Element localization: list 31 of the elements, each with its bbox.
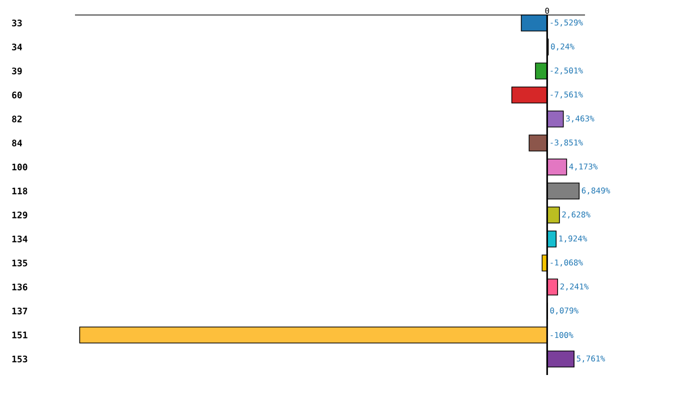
data-label: 5,761%	[576, 355, 606, 363]
data-label: 1,924%	[559, 235, 588, 243]
data-label: 0,079%	[550, 307, 578, 315]
y-tick-label: 34	[12, 44, 22, 50]
y-tick-label: 118	[12, 188, 28, 194]
y-tick-label: 33	[12, 20, 22, 26]
data-label: 0,24%	[550, 43, 574, 51]
y-tick-label: 135	[12, 260, 28, 266]
y-tick-label: 60	[12, 92, 22, 98]
data-label: -7,561%	[550, 91, 583, 99]
data-label: 4,173%	[569, 163, 598, 171]
data-label: -100%	[550, 332, 574, 338]
y-tick-label: 100	[12, 164, 28, 170]
y-tick-label: 137	[12, 308, 28, 314]
y-tick-label: 153	[12, 356, 28, 362]
data-label: 2,628%	[562, 211, 590, 219]
data-label: 2,241%	[560, 283, 589, 291]
data-label: -1,068%	[550, 259, 583, 267]
y-tick-label: 82	[12, 116, 22, 122]
y-tick-label: 151	[12, 332, 28, 338]
y-tick-label: 84	[12, 140, 22, 146]
y-tick-label: 134	[12, 236, 28, 242]
annotation: 0	[545, 8, 550, 14]
data-label: 3,463%	[566, 115, 594, 123]
y-tick-label: 136	[12, 284, 28, 290]
data-label: -3,851%	[550, 139, 583, 147]
data-label: 6,849%	[582, 187, 610, 195]
y-tick-label: 39	[12, 68, 22, 74]
y-tick-label: 129	[12, 212, 28, 218]
data-label: -2,501%	[550, 67, 583, 75]
data-label: -5,529%	[550, 19, 583, 27]
